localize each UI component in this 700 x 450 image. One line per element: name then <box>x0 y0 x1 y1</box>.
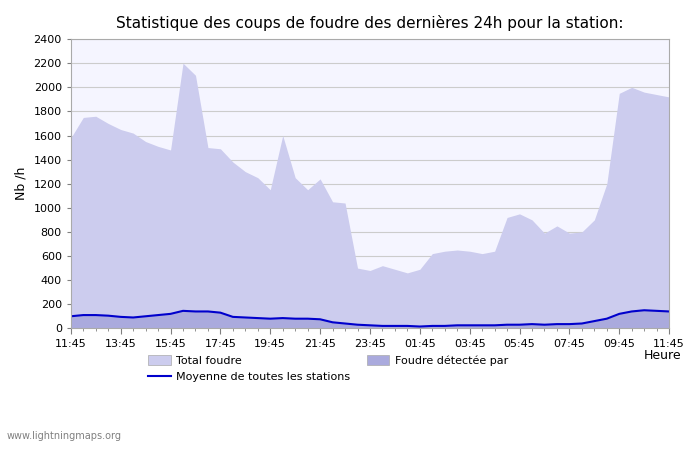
Text: www.lightningmaps.org: www.lightningmaps.org <box>7 431 122 441</box>
X-axis label: Heure: Heure <box>643 349 681 361</box>
Title: Statistique des coups de foudre des dernières 24h pour la station:: Statistique des coups de foudre des dern… <box>116 15 624 31</box>
Y-axis label: Nb /h: Nb /h <box>15 167 28 200</box>
Legend: Total foudre, Moyenne de toutes les stations, Foudre détectée par: Total foudre, Moyenne de toutes les stat… <box>144 351 512 387</box>
